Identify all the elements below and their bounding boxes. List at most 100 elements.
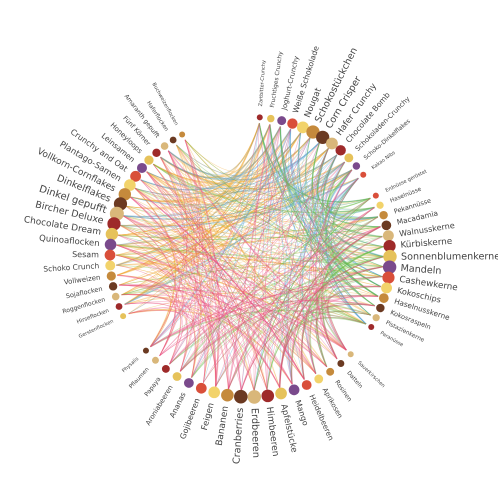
ingredient-label: Papaya: [143, 376, 162, 398]
ingredient-icon: [104, 249, 116, 261]
ingredient-icon: [234, 389, 248, 404]
edge: [128, 154, 337, 314]
edge: [150, 142, 320, 347]
edge: [168, 142, 320, 181]
edge: [315, 302, 375, 367]
ingredient-icon: [382, 260, 397, 274]
edge: [140, 126, 281, 191]
ingredient-icon: [381, 282, 392, 294]
edge: [330, 177, 375, 216]
edge: [121, 290, 367, 325]
edge: [215, 311, 371, 387]
edge: [279, 226, 381, 388]
edge: [287, 148, 329, 385]
ingredient-icon: [381, 220, 392, 231]
edge: [116, 244, 383, 278]
edge: [121, 293, 189, 372]
edge: [228, 246, 384, 390]
edge: [169, 123, 260, 365]
edge: [322, 154, 383, 277]
edge: [130, 137, 311, 203]
edge: [117, 147, 329, 276]
edge: [116, 123, 261, 266]
edge: [326, 161, 385, 257]
edge: [288, 129, 347, 351]
edge: [118, 161, 345, 286]
edge: [119, 224, 327, 368]
edge: [279, 126, 379, 297]
edge: [130, 132, 302, 203]
edge: [125, 129, 291, 209]
ingredient-icon: [372, 314, 380, 322]
edge: [259, 123, 371, 202]
edge: [309, 245, 384, 374]
edge: [116, 264, 188, 372]
edge: [228, 198, 371, 390]
edge: [167, 150, 210, 383]
edge: [291, 266, 384, 385]
edge: [191, 126, 281, 378]
edge: [128, 308, 317, 374]
edge: [215, 226, 381, 387]
ingredient-icon: [160, 142, 169, 150]
edge: [301, 154, 338, 374]
edge: [153, 163, 371, 208]
ingredient-icon: [275, 387, 287, 400]
edge: [168, 150, 352, 191]
edge: [117, 169, 352, 236]
edge: [240, 129, 291, 391]
edge: [167, 150, 281, 388]
edge: [118, 256, 385, 286]
edge: [269, 124, 371, 203]
edge: [121, 226, 381, 296]
edge: [117, 274, 171, 347]
edge: [269, 124, 379, 297]
edge: [121, 126, 281, 296]
edge: [129, 196, 217, 387]
edge: [134, 187, 371, 213]
edge: [297, 132, 367, 325]
edge: [150, 137, 311, 347]
ingredient-icon: [161, 364, 170, 373]
edge: [122, 214, 347, 351]
edge: [160, 157, 345, 190]
edge: [160, 157, 229, 390]
edge: [146, 142, 320, 190]
edge: [305, 137, 375, 307]
edge: [328, 169, 379, 221]
edge: [121, 286, 375, 307]
edge: [146, 171, 385, 258]
edge: [228, 129, 291, 390]
edge: [279, 295, 379, 388]
edge: [253, 198, 371, 391]
edge: [124, 293, 371, 316]
edge: [160, 157, 359, 196]
ingredient-icon: [267, 114, 275, 123]
ingredient-icon: [208, 386, 221, 399]
ingredient-icon: [368, 324, 375, 330]
edge: [253, 132, 301, 391]
edge: [269, 124, 367, 325]
edge: [116, 226, 381, 246]
edge: [116, 148, 329, 246]
edge: [228, 216, 379, 390]
edge: [160, 157, 383, 237]
edge: [315, 169, 353, 360]
edge: [316, 226, 381, 368]
edge: [280, 126, 375, 307]
edge: [115, 254, 347, 351]
edge: [279, 226, 381, 388]
edge: [146, 171, 305, 380]
edge: [122, 215, 327, 368]
edge: [253, 177, 359, 392]
edge: [215, 178, 359, 387]
edge: [116, 264, 305, 380]
edge: [119, 224, 384, 268]
edge: [320, 154, 375, 212]
edge: [150, 150, 188, 347]
ingredient-icon: [256, 114, 263, 121]
edge: [124, 132, 302, 305]
edge: [301, 245, 384, 380]
edge: [153, 164, 268, 390]
edge: [128, 310, 255, 392]
